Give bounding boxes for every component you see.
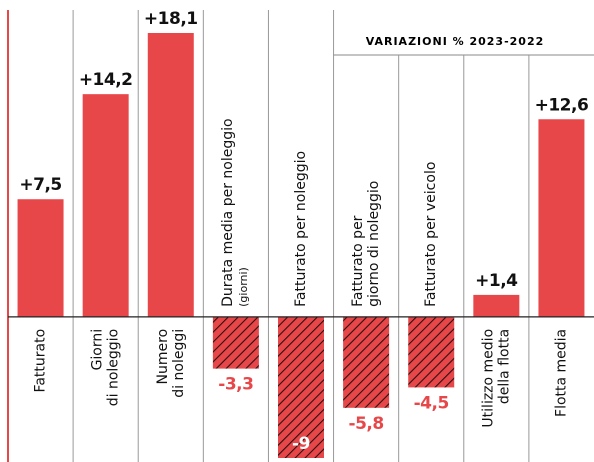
bar xyxy=(82,94,129,317)
bar xyxy=(212,316,259,369)
category-label: Fatturato pergiorno di noleggio xyxy=(350,181,382,307)
bar xyxy=(278,316,324,458)
category-label: Giornidi noleggio xyxy=(90,329,122,406)
value-label: +1,4 xyxy=(475,271,518,291)
category-label: Fatturato xyxy=(33,329,49,393)
bar xyxy=(17,199,64,317)
bar xyxy=(473,294,520,317)
value-label: +12,6 xyxy=(535,95,589,115)
value-label: -4,5 xyxy=(414,393,449,413)
subtitle: VARIAZIONI % 2023-2022 xyxy=(366,35,545,48)
category-label: Flotta media xyxy=(553,329,569,417)
bar xyxy=(408,316,455,388)
category-label: Fatturato per noleggio xyxy=(293,151,309,307)
bar xyxy=(538,119,585,317)
value-label: -3,3 xyxy=(218,375,253,395)
bar xyxy=(147,33,194,317)
category-label: Numerodi noleggi xyxy=(155,329,187,398)
category-label: Fatturato per veicolo xyxy=(423,162,439,307)
category-label: Utilizzo mediodella flotta xyxy=(480,329,512,428)
value-label: -5,8 xyxy=(349,414,384,434)
category-label: Durata media per noleggio(giorni) xyxy=(220,118,250,306)
bar xyxy=(343,316,390,408)
value-label: +14,2 xyxy=(79,70,133,90)
value-label: +7,5 xyxy=(19,175,61,195)
value-label: +18,1 xyxy=(144,9,198,29)
value-label: -9 xyxy=(292,434,310,454)
